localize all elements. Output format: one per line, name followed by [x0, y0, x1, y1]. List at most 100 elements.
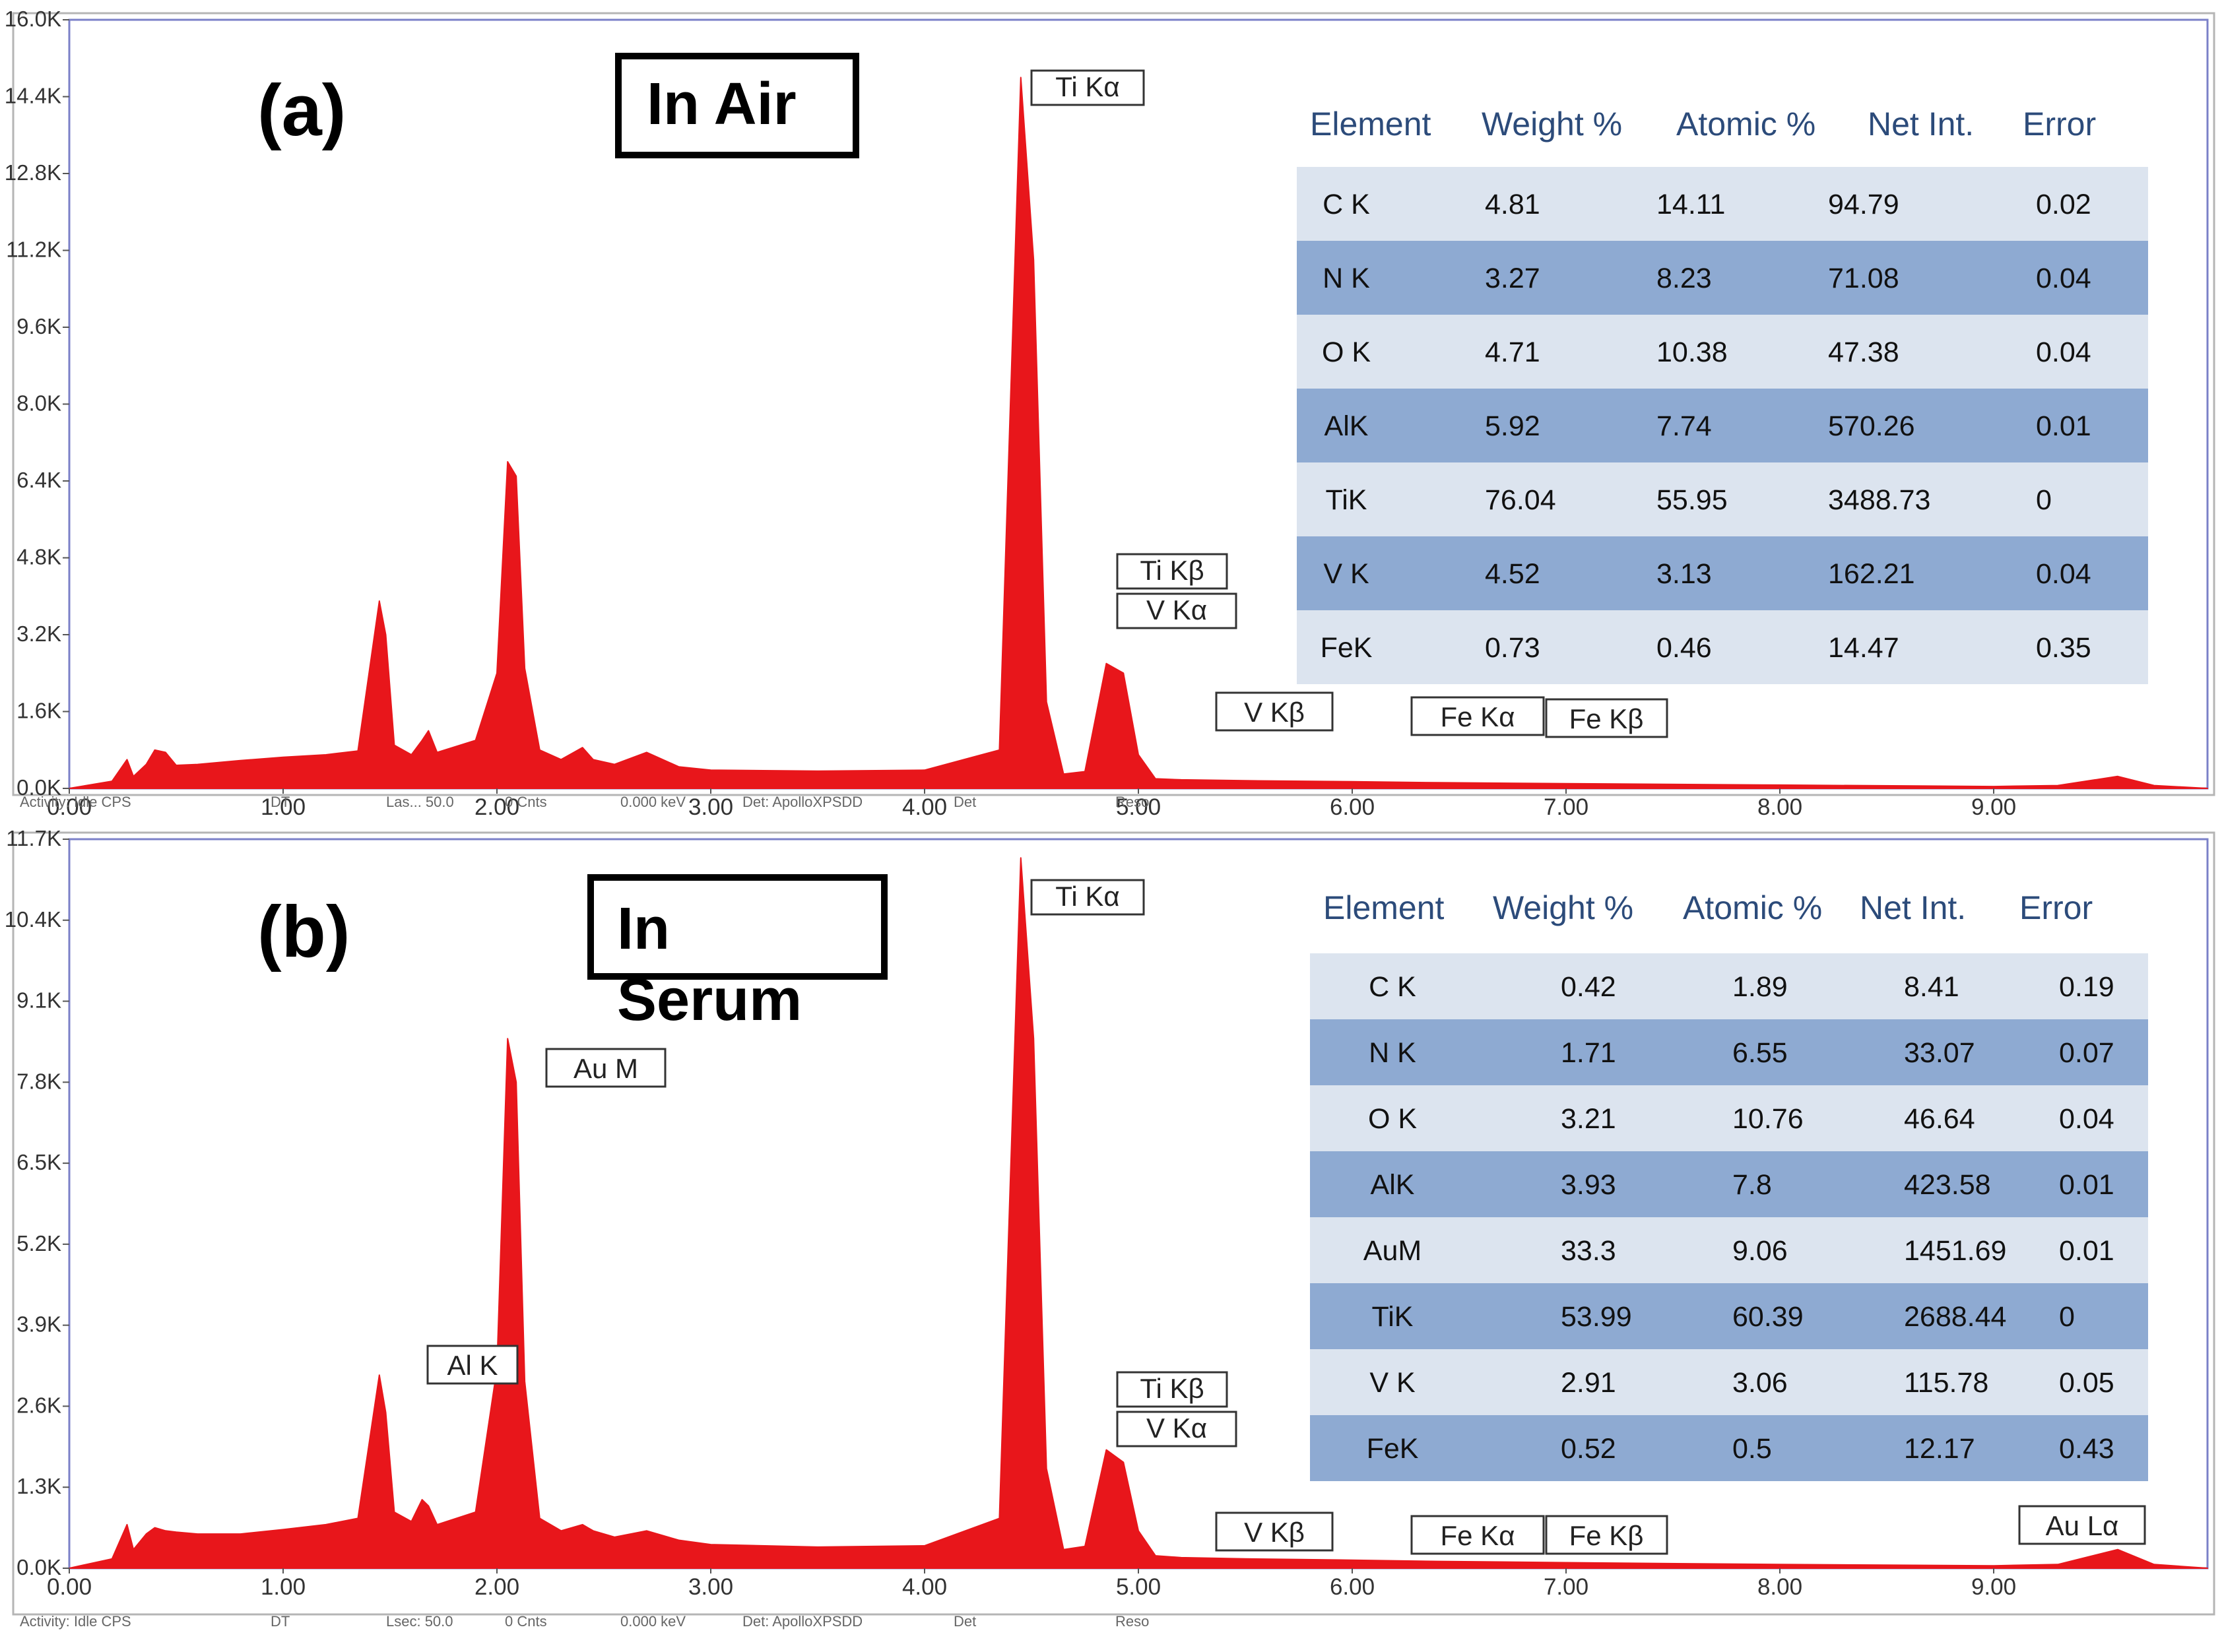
table-cell: 4.52	[1485, 558, 1540, 590]
y-tick-label: 8.0K	[16, 391, 61, 416]
y-tick-label: 12.8K	[5, 160, 61, 185]
table-cell: 14.47	[1828, 632, 1899, 664]
table-row	[1310, 1019, 2148, 1085]
y-tick-label: 10.4K	[5, 907, 61, 932]
table-header: Atomic %	[1676, 106, 1815, 143]
status-text: Activity: Idle CPS	[20, 1613, 131, 1630]
y-tick-label: 9.1K	[16, 988, 61, 1013]
table-row	[1310, 953, 2148, 1019]
status-text: DT	[271, 794, 290, 810]
table-cell: AlK	[1325, 410, 1369, 442]
status-text: Det	[954, 1613, 976, 1630]
y-tick-label: 3.9K	[16, 1312, 61, 1337]
y-tick-label: 0.0K	[16, 775, 61, 800]
status-text: Det: ApolloXPSDD	[742, 794, 863, 810]
y-tick-label: 5.2K	[16, 1231, 61, 1255]
x-tick-label: 0.00	[47, 794, 92, 820]
status-text: Las... 50.0	[386, 794, 454, 810]
peak-label-box	[545, 1048, 667, 1088]
table-cell: 60.39	[1732, 1301, 1804, 1333]
status-text: Det	[954, 794, 976, 810]
table-cell: 0.01	[2036, 410, 2091, 442]
y-tick-label: 1.6K	[16, 699, 61, 723]
table-cell: TiK	[1326, 484, 1367, 516]
peak-label: Fe Kβ	[1569, 1520, 1644, 1551]
table-cell: TiK	[1372, 1301, 1414, 1333]
table-cell: C K	[1323, 189, 1370, 220]
status-text: DT	[271, 1613, 290, 1630]
table-row	[1297, 610, 2148, 684]
x-tick-label: 9.00	[1971, 1574, 2016, 1600]
y-tick-label: 9.6K	[16, 314, 61, 338]
status-text: 0 Cnts	[505, 794, 547, 810]
peak-label: V Kβ	[1244, 697, 1305, 728]
condition-label: In Air	[647, 71, 797, 137]
table-cell: AlK	[1371, 1169, 1415, 1201]
table-cell: 4.81	[1485, 189, 1540, 220]
x-tick-label: 3.00	[688, 1574, 733, 1600]
y-tick-label: 6.4K	[16, 468, 61, 492]
x-tick-label: 7.00	[1544, 794, 1588, 820]
table-row	[1310, 1283, 2148, 1349]
table-header: Net Int.	[1868, 106, 1974, 143]
table-cell: 3.93	[1561, 1169, 1616, 1201]
table-cell: 0.04	[2036, 558, 2091, 590]
y-tick-label: 16.0K	[5, 7, 61, 31]
table-header: Weight %	[1493, 889, 1633, 926]
peak-label-box	[1030, 69, 1145, 106]
peak-label-box	[1116, 553, 1228, 590]
table-cell: V K	[1323, 558, 1369, 590]
table-cell: 8.23	[1656, 263, 1712, 294]
table-row	[1310, 1349, 2148, 1415]
peak-label-box	[1410, 1515, 1545, 1555]
x-tick-label: 6.00	[1330, 794, 1375, 820]
y-tick-label: 4.8K	[16, 545, 61, 569]
status-text: Det: ApolloXPSDD	[742, 1613, 863, 1630]
table-cell: 1.71	[1561, 1037, 1616, 1069]
table-cell: 0.02	[2036, 189, 2091, 220]
status-text: 0.000 keV	[620, 1613, 686, 1630]
peak-label-box	[1116, 592, 1237, 629]
table-row	[1310, 1415, 2148, 1481]
table-header: Atomic %	[1683, 889, 1822, 926]
table-cell: 46.64	[1904, 1103, 1975, 1135]
table-cell: 3488.73	[1828, 484, 1930, 516]
status-text: Reso	[1115, 1613, 1149, 1630]
table-cell: 0.42	[1561, 971, 1616, 1003]
table-cell: 94.79	[1828, 189, 1899, 220]
table-row	[1310, 1217, 2148, 1283]
peak-label-box	[1215, 691, 1334, 732]
table-cell: 1.89	[1732, 971, 1788, 1003]
table-header: Element	[1323, 889, 1445, 926]
status-text: Activity: Idle CPS	[20, 794, 131, 810]
condition-label-line2: Serum	[617, 967, 802, 1033]
table-row	[1297, 241, 2148, 315]
x-tick-label: 5.00	[1116, 1574, 1161, 1600]
table-cell: 33.07	[1904, 1037, 1975, 1069]
table-row	[1297, 462, 2148, 536]
spectrum-area	[69, 77, 2208, 789]
y-tick-label: 0.0K	[16, 1555, 61, 1579]
table-header: Error	[2019, 889, 2093, 926]
peak-label: V Kβ	[1244, 1517, 1305, 1548]
table-cell: 2.91	[1561, 1367, 1616, 1399]
table-cell: 14.11	[1656, 189, 1725, 220]
table-cell: 55.95	[1656, 484, 1728, 516]
peak-label-box	[1116, 1371, 1228, 1408]
peak-label: Ti Kα	[1055, 71, 1119, 102]
x-tick-label: 3.00	[688, 794, 733, 820]
status-text: Lsec: 50.0	[386, 1613, 453, 1630]
table-cell: 0.52	[1561, 1433, 1616, 1465]
table-cell: 0.43	[2059, 1433, 2114, 1465]
panel-b: 0.0K 1.3K 2.6K 3.9K 5.2K 6.5K 7.8K 9.1K 10.4K 11.…	[5, 826, 2215, 1630]
table-cell: 115.78	[1904, 1367, 1988, 1399]
status-text: 0.000 keV	[620, 794, 686, 810]
table-cell: 0	[2036, 484, 2052, 516]
table-cell: FeK	[1367, 1433, 1419, 1465]
table-cell: 0.73	[1485, 632, 1540, 664]
y-tick-label: 11.2K	[6, 238, 61, 262]
peak-label: Ti Kβ	[1140, 1373, 1204, 1404]
peak-label: Fe Kβ	[1569, 703, 1644, 734]
x-tick-label: 1.00	[261, 794, 306, 820]
